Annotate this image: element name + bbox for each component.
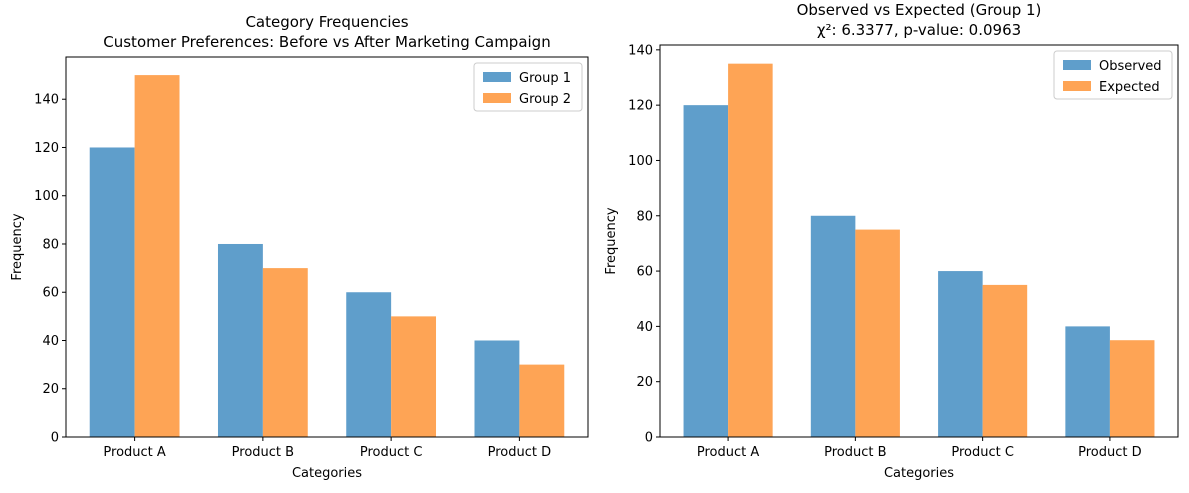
x-tick-label: Product D	[488, 445, 552, 460]
bar-group-2-3	[391, 316, 437, 437]
y-tick-label: 40	[42, 334, 59, 349]
chart-panel-2: 0 20 40 60 80 100 120 140 Product A Product B Prod…	[604, 1, 1179, 481]
x-axis-label: Categories	[292, 466, 362, 481]
bar-expected-2	[855, 229, 900, 437]
legend-swatch	[1063, 60, 1091, 70]
chart-panel-1: 0 20 40 60 80 100 120 140 Product A Product B Prod…	[10, 13, 589, 481]
x-tick-label: Product C	[360, 445, 423, 460]
x-tick-label: Product B	[232, 445, 294, 460]
legend-label: Observed	[1099, 59, 1162, 74]
x-tick-label: Product A	[697, 445, 759, 460]
bar-group-1-3	[346, 292, 392, 437]
bar-group-2-2	[262, 268, 308, 437]
x-tick-label: Product C	[951, 445, 1014, 460]
plot-frame	[65, 56, 589, 438]
bar-observed-4	[1065, 326, 1110, 437]
y-tick-label: 60	[42, 286, 59, 301]
y-tick-label: 40	[636, 320, 653, 335]
bar-group-1-1	[89, 147, 135, 438]
x-tick-label: Product D	[1078, 445, 1142, 460]
bar-expected-4	[1109, 340, 1155, 437]
legend-swatch	[483, 93, 511, 103]
chart-title: Observed vs Expected (Group 1)	[797, 1, 1042, 19]
x-tick-label: Product B	[824, 445, 886, 460]
legend-label: Group 1	[519, 71, 571, 86]
y-tick-label: 60	[636, 265, 653, 280]
legend-label: Expected	[1099, 80, 1160, 95]
bar-expected-1	[728, 63, 773, 438]
bar-group-1-4	[474, 340, 520, 437]
y-tick-label: 80	[636, 209, 653, 224]
bar-observed-2	[810, 215, 856, 437]
y-tick-label: 0	[645, 431, 653, 446]
bar-observed-1	[683, 105, 729, 438]
y-tick-label: 20	[42, 382, 59, 397]
bar-group-1-2	[217, 243, 263, 437]
y-tick-label: 20	[636, 375, 653, 390]
legend-swatch	[1063, 81, 1091, 91]
chart-subtitle: Customer Preferences: Before vs After Ma…	[103, 33, 550, 51]
y-tick-label: 120	[628, 99, 653, 114]
y-tick-label: 140	[34, 93, 59, 108]
bar-expected-3	[982, 284, 1028, 437]
y-tick-label: 100	[34, 189, 59, 204]
bar-group-2-1	[134, 75, 180, 437]
y-tick-label: 120	[34, 141, 59, 156]
chart-subtitle: χ²: 6.3377, p-value: 0.0963	[817, 21, 1021, 39]
bar-observed-3	[938, 271, 983, 437]
plot-frame	[659, 44, 1179, 438]
legend-swatch	[483, 72, 511, 82]
y-tick-label: 80	[42, 237, 59, 252]
chart-title: Category Frequencies	[245, 13, 408, 31]
y-tick-label: 0	[51, 431, 59, 446]
x-tick-label: Product A	[103, 445, 165, 460]
y-axis-label: Frequency	[10, 213, 25, 280]
bar-group-2-4	[519, 364, 565, 437]
legend-label: Group 2	[519, 92, 571, 107]
x-axis-label: Categories	[884, 466, 954, 481]
y-axis-label: Frequency	[604, 207, 619, 274]
y-tick-label: 100	[628, 154, 653, 169]
y-tick-label: 140	[628, 43, 653, 58]
